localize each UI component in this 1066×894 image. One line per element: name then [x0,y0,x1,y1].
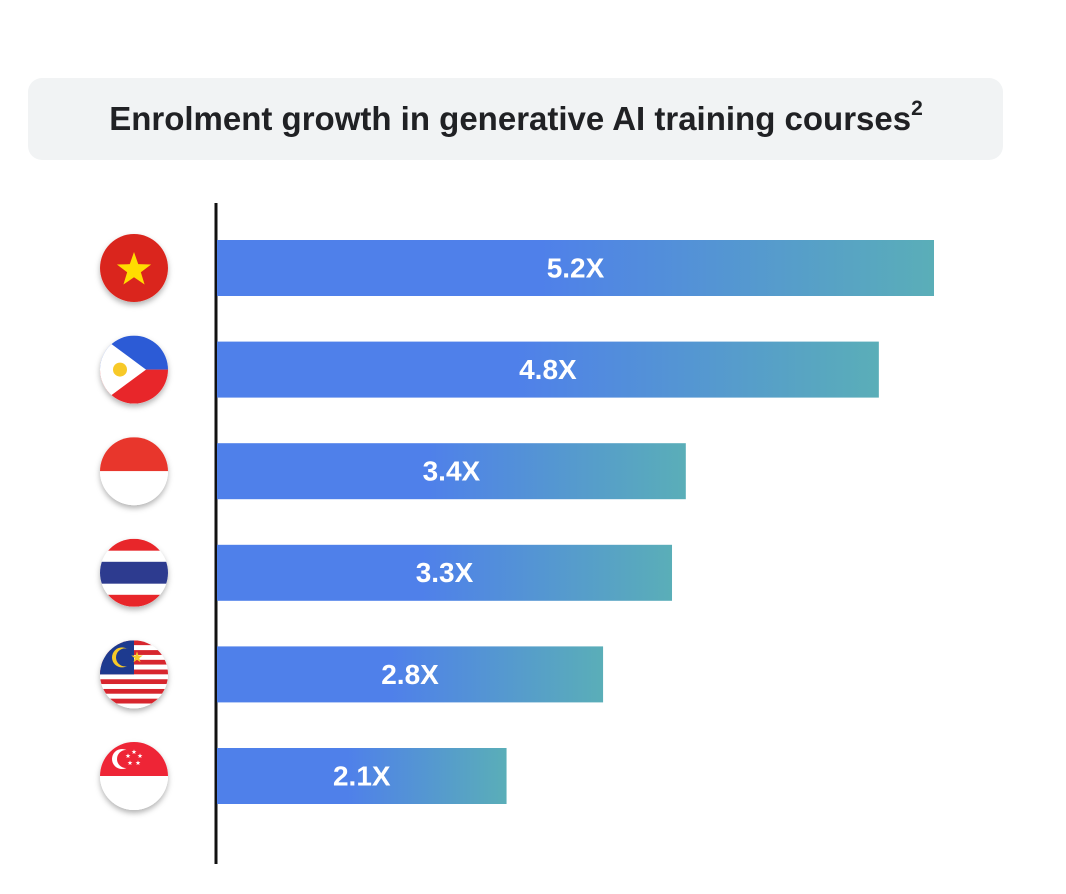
flag-part [100,471,168,506]
bar-value-label: 3.4X [423,456,481,487]
flag [100,640,168,709]
flag-star [127,760,133,766]
flag-sun [113,362,127,377]
flag [100,335,168,404]
flag [100,538,168,607]
bar-value-label: 4.8X [519,354,577,385]
flag-star [116,252,152,285]
flag-part [100,703,168,709]
chart-title: Enrolment growth in generative AI traini… [109,97,923,137]
flag-part [100,437,168,472]
flag-part [100,776,168,810]
flag-part [100,550,168,562]
flag [100,234,168,302]
flag-part [117,750,135,768]
flag-part [100,538,168,551]
bar [217,646,604,703]
flag-part [100,684,168,689]
bar [217,748,507,804]
flag-part [116,648,134,667]
title-text: Enrolment growth in generative AI traini… [109,100,911,137]
bar [217,544,673,601]
flag-star [137,753,143,759]
title-superscript: 2 [911,97,923,120]
bar [217,240,934,296]
bar-value-label: 2.1X [333,760,391,791]
flag-part [100,583,168,595]
bar-value-label: 2.8X [381,659,439,690]
flag-part [100,674,168,680]
bar [217,443,686,500]
bar-value-label: 5.2X [547,252,605,283]
bar [217,341,879,398]
flag-part [100,693,168,699]
flag-star [125,753,131,759]
flag-part [100,594,168,607]
bar-value-label: 3.3X [416,557,474,588]
flag-part [100,688,168,694]
flag [100,437,168,506]
flag-star [131,749,137,755]
flag-part [100,561,168,584]
flag-part [100,679,168,685]
flag [100,742,168,810]
title-box [28,78,1003,160]
flag-star [131,651,143,663]
flag-star [135,760,141,766]
flag-part [100,698,168,704]
